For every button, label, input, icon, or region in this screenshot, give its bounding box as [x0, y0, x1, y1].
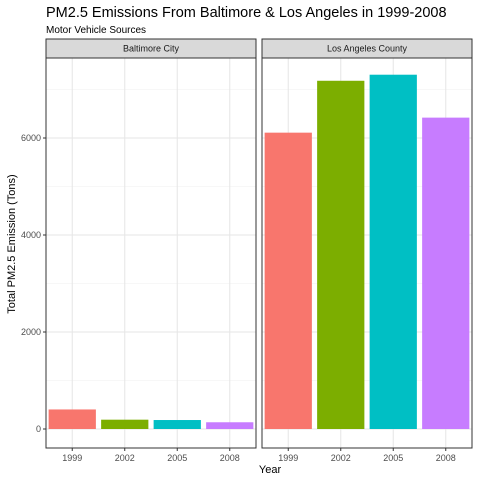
- bar: [153, 420, 201, 429]
- y-tick-label: 2000: [21, 327, 41, 337]
- facet-strip-label: Baltimore City: [123, 44, 180, 54]
- bar: [317, 80, 365, 430]
- panel-border: [261, 57, 473, 449]
- y-tick-label: 0: [36, 424, 41, 434]
- x-tick-label: 1999: [62, 453, 82, 463]
- bar: [264, 132, 312, 430]
- x-tick-label: 2005: [167, 453, 187, 463]
- panel-background: [46, 58, 256, 448]
- x-tick-label: 2008: [436, 453, 456, 463]
- y-tick-label: 6000: [21, 133, 41, 143]
- facet-panel: Los Angeles County 1999 2002 2005 2008: [261, 38, 473, 463]
- bar: [206, 422, 254, 429]
- bar: [369, 74, 417, 430]
- panel-border: [45, 57, 257, 449]
- chart-title: PM2.5 Emissions From Baltimore & Los Ang…: [46, 5, 447, 21]
- chart-subtitle: Motor Vehicle Sources: [46, 25, 146, 36]
- x-tick-label: 2002: [115, 453, 135, 463]
- bar: [101, 419, 149, 429]
- facet-strip-label: Los Angeles County: [327, 44, 408, 54]
- x-axis-title: Year: [259, 464, 282, 476]
- y-axis-title: Total PM2.5 Emission (Tons): [6, 174, 18, 313]
- x-tick-label: 2008: [220, 453, 240, 463]
- facet-panel: Baltimore City 1999 2002 2005 2008: [45, 38, 257, 463]
- x-tick-label: 2005: [383, 453, 403, 463]
- x-tick-label: 1999: [278, 453, 298, 463]
- bar: [48, 409, 96, 429]
- bar: [422, 117, 470, 429]
- y-tick-label: 4000: [21, 230, 41, 240]
- x-tick-label: 2002: [331, 453, 351, 463]
